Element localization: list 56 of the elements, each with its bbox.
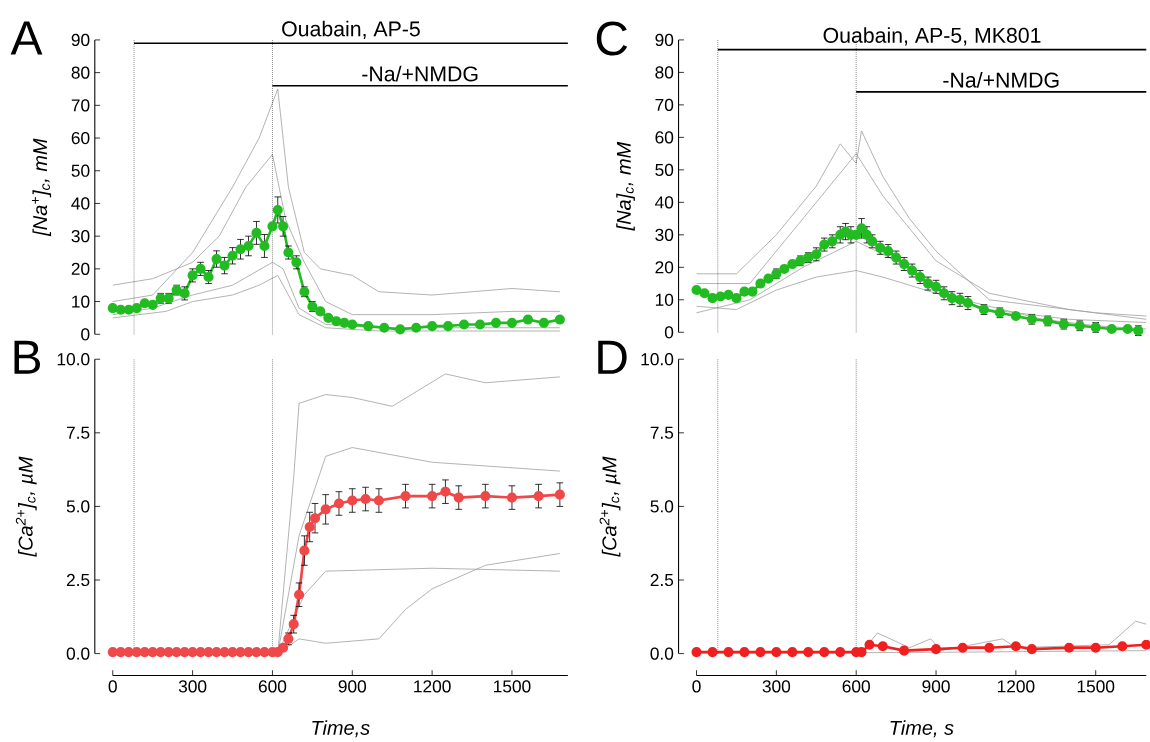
y-tick-label: 10.0 [641,353,674,366]
series-label: -Na/+NMDG [362,65,478,82]
y-tick-label: 10.0 [57,353,90,366]
y-tick-label: 5.0 [66,500,90,513]
y-axis-title: [Ca$^{2+}$]$_{c}$, µM [599,456,621,557]
x-tick-label: 0 [108,680,117,693]
x-tick-label: 900 [922,680,950,693]
series-label: Ouabain, AP-5 [282,20,420,40]
x-tick-label: 1500 [494,680,531,693]
x-tick-label: 1500 [1077,680,1115,693]
y-tick-label: 10 [72,295,90,308]
x-tick-label: 600 [842,680,870,693]
y-tick-label: 0.0 [66,647,90,660]
y-tick-label: 70 [71,99,90,112]
y-tick-label: 2.5 [650,574,674,587]
y-tick-label: 60 [71,132,90,145]
y-tick-label: 80 [71,66,90,79]
y-tick-label: 80 [655,66,674,79]
y-tick-label: 90 [655,33,674,47]
chart-title: C [596,21,628,56]
y-axis-title: [Na$^{+}$]$_{c}$, mM [31,138,52,237]
y-tick-label: 40 [71,197,90,210]
chart-title: A [10,21,43,55]
x-tick-label: 300 [178,680,207,693]
y-tick-label: 40 [655,196,674,209]
x-tick-label: 600 [258,680,287,693]
chart-title: B [14,341,41,374]
x-tick-label: 300 [762,680,791,693]
x-tick-label: 0 [692,680,701,693]
y-axis-title: [Ca$^{2+}$]$_{c}$, µM [15,456,37,557]
y-tick-label: 0.0 [650,647,674,660]
y-tick-label: 50 [71,164,90,178]
y-tick-label: 30 [71,230,90,243]
y-tick-label: 90 [71,33,90,47]
y-tick-label: 10 [655,293,674,307]
x-axis-title: Time, s [890,720,954,738]
x-tick-label: 1200 [997,680,1035,693]
y-tick-label: 70 [655,98,674,112]
y-tick-label: 60 [655,131,674,144]
y-tick-label: 0 [664,326,674,339]
y-tick-label: 0 [81,328,90,341]
y-tick-label: 5.0 [650,500,674,513]
x-tick-label: 1200 [414,680,451,693]
y-tick-label: 30 [655,228,674,242]
y-tick-label: 2.5 [66,574,90,587]
chart-title: D [598,341,627,374]
y-tick-label: 20 [71,262,90,276]
y-tick-label: 50 [655,163,674,177]
x-tick-label: 900 [338,680,367,693]
y-tick-label: 20 [655,261,674,274]
series-label: -Na/+NMDG [943,72,1059,88]
y-axis-title: [Na]$_{c}$, mM [616,141,635,231]
x-axis-title: Time,s [312,720,370,738]
y-tick-label: 7.5 [650,426,674,439]
y-tick-label: 7.5 [66,426,90,439]
series-label: Ouabain, AP-5, MK801 [823,27,1041,46]
